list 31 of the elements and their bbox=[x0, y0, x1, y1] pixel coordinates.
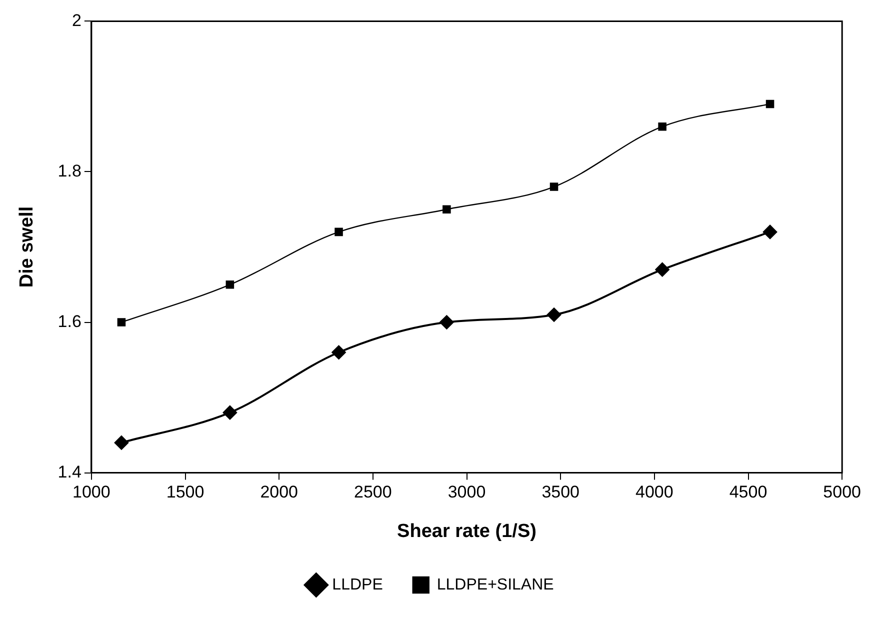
y-tick-label: 2 bbox=[72, 10, 82, 30]
point bbox=[655, 262, 670, 277]
point bbox=[114, 436, 128, 450]
y-tick-label: 1.4 bbox=[58, 462, 82, 482]
point bbox=[442, 205, 451, 214]
point bbox=[440, 315, 454, 330]
point bbox=[547, 308, 562, 322]
point bbox=[226, 280, 234, 289]
legend-label: LLDPE bbox=[332, 576, 383, 594]
x-tick-label: 1500 bbox=[166, 482, 204, 502]
x-tick-label: 5000 bbox=[823, 482, 862, 502]
x-tick-label: 2500 bbox=[354, 482, 392, 502]
x-axis-title: Shear rate (1/S) bbox=[397, 520, 536, 542]
point bbox=[222, 406, 237, 420]
point bbox=[658, 122, 666, 131]
x-tick-label: 4500 bbox=[729, 482, 768, 502]
point bbox=[117, 318, 126, 326]
y-tick-label: 1.8 bbox=[58, 161, 82, 180]
legend-label: LLDPE+SILANE bbox=[436, 576, 554, 594]
point bbox=[332, 345, 346, 360]
point bbox=[766, 100, 774, 108]
x-tick-label: 4000 bbox=[636, 482, 674, 502]
y-tick-label: 1.6 bbox=[58, 312, 82, 331]
point bbox=[550, 182, 558, 191]
x-tick-label: 3500 bbox=[542, 482, 580, 502]
point bbox=[334, 228, 343, 236]
y-axis-title: Die swell bbox=[16, 206, 38, 288]
x-tick-label: 1000 bbox=[72, 482, 110, 502]
point bbox=[763, 224, 778, 239]
x-tick-label: 2000 bbox=[260, 482, 298, 502]
x-tick-label: 3000 bbox=[448, 482, 486, 502]
